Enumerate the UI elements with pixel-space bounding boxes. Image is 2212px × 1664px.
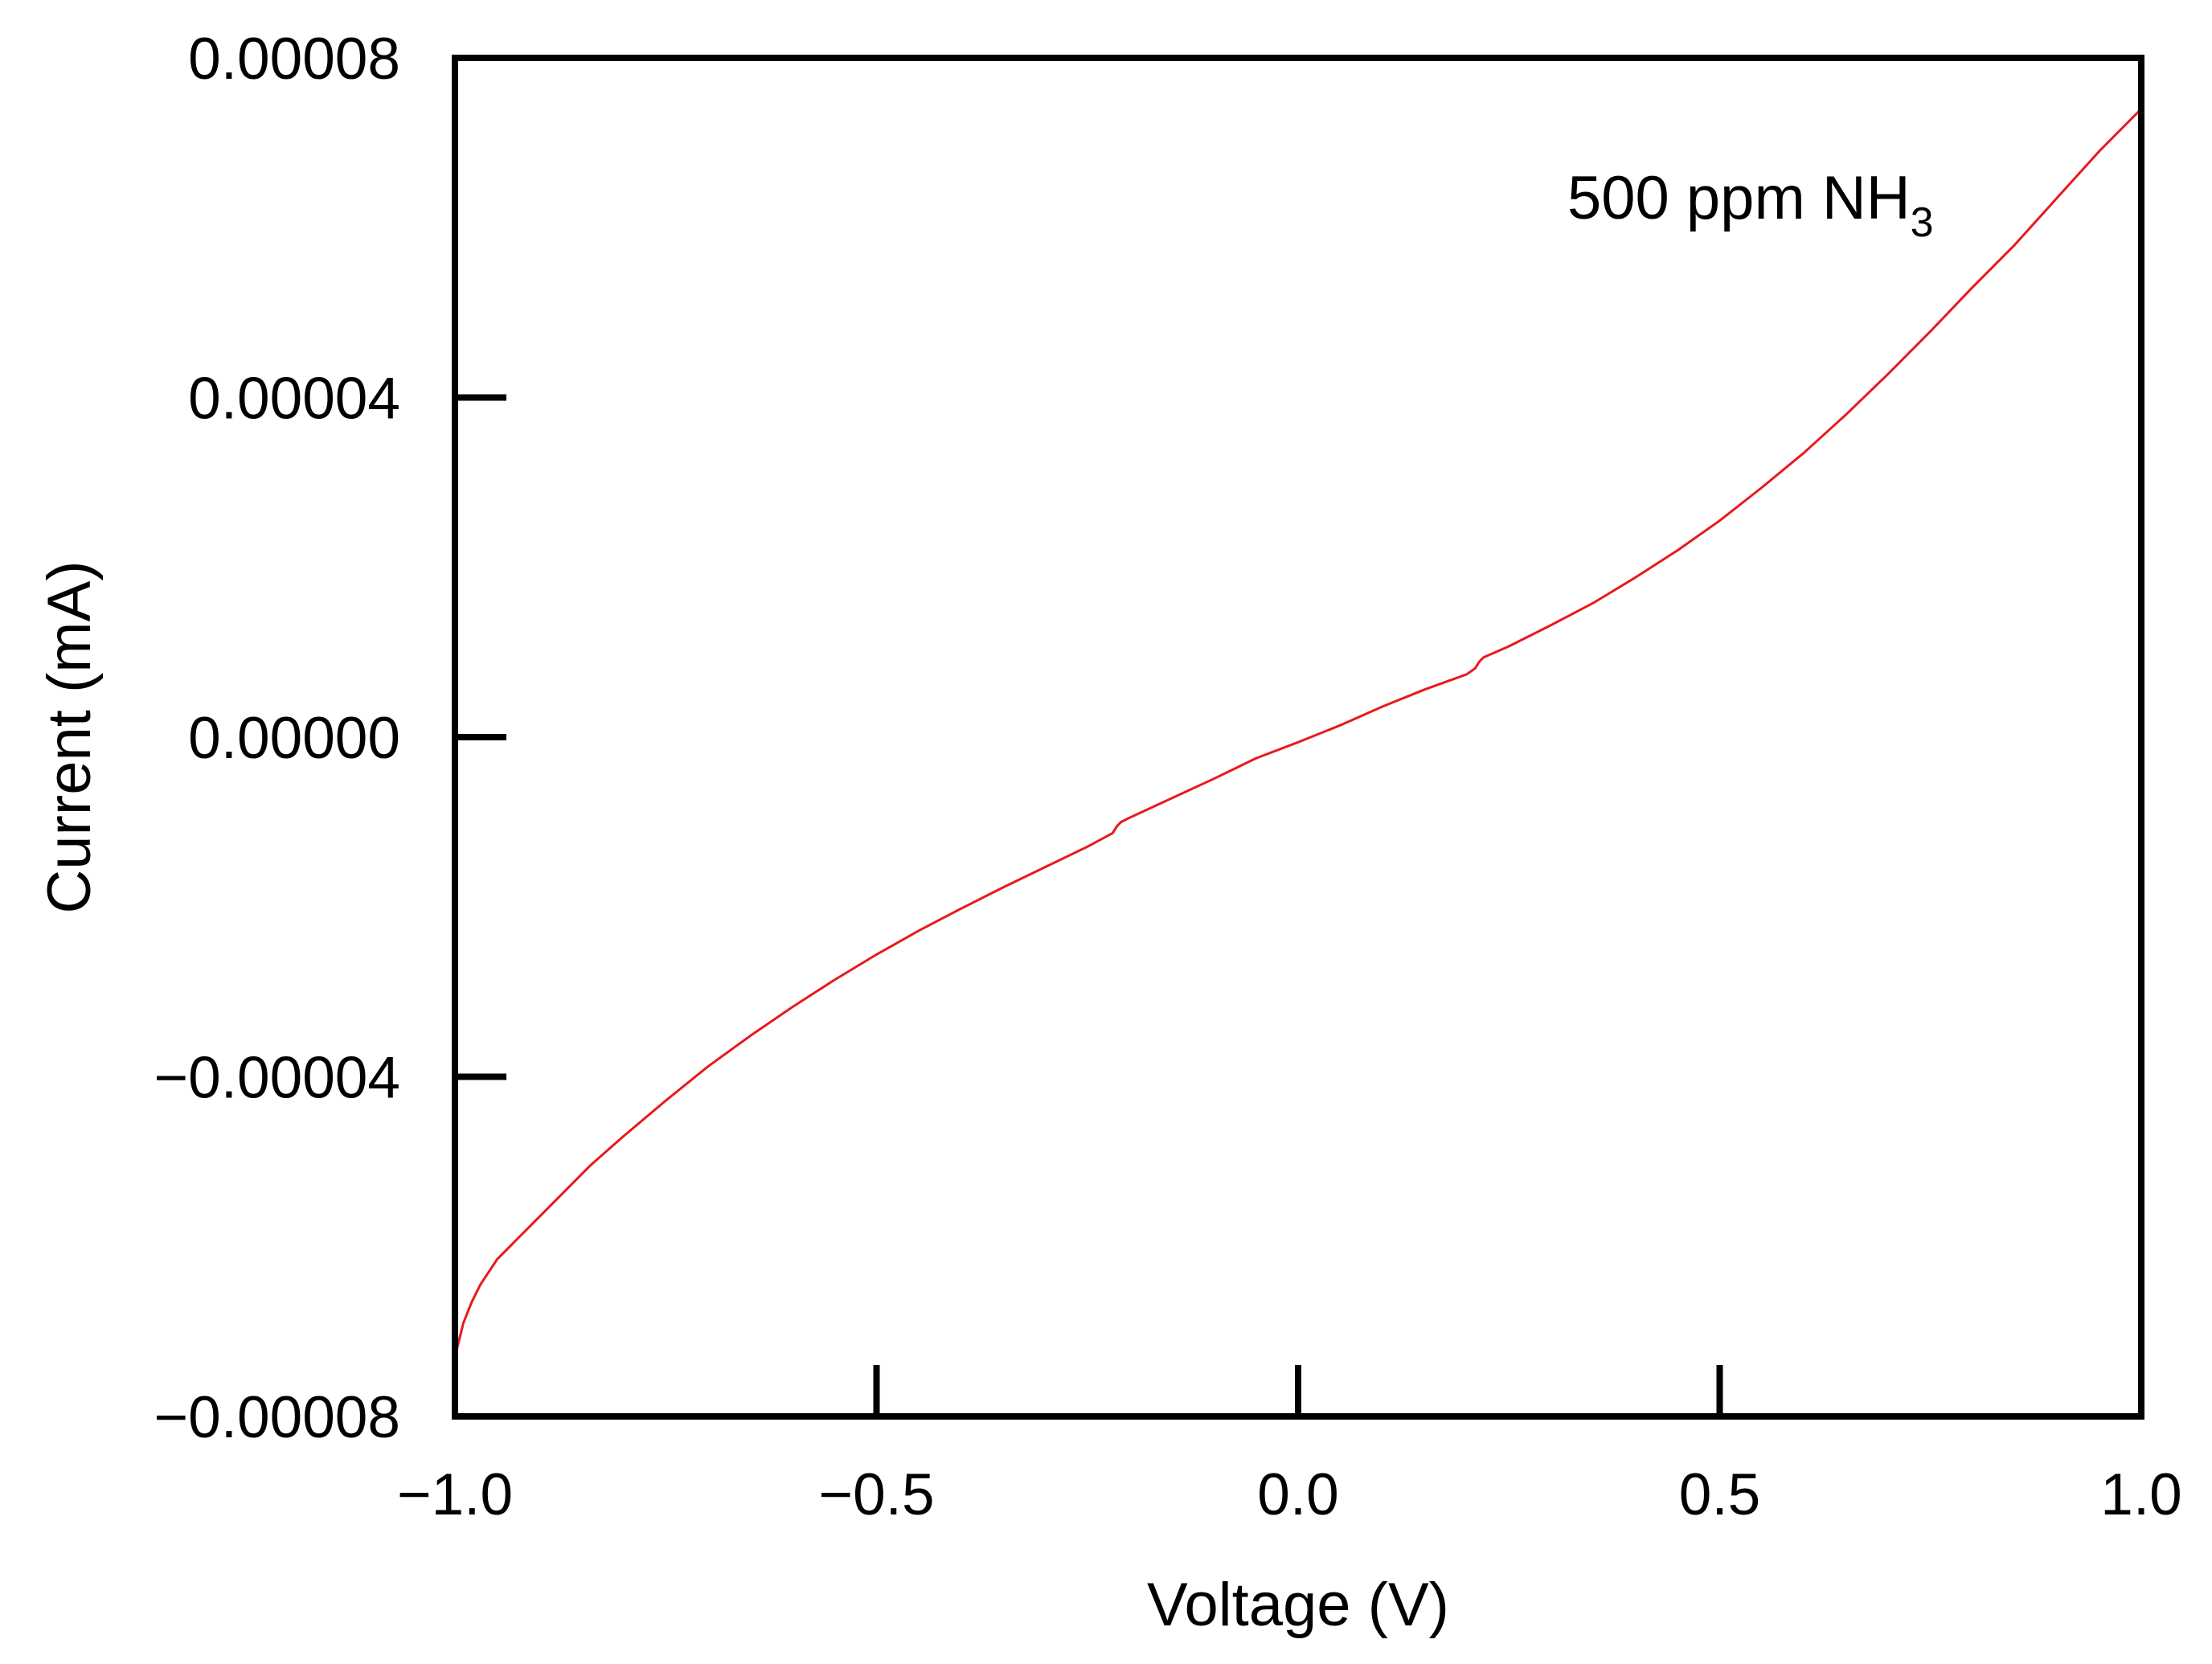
y-tick-label: −0.00008 <box>154 1385 400 1450</box>
axis-ticks <box>452 55 2144 1420</box>
y-tick-label: 0.00004 <box>188 367 400 432</box>
y-tick-label: 0.00000 <box>188 706 400 771</box>
annotation-main: 500 ppm NH <box>1567 164 1911 232</box>
plot-frame <box>452 55 2144 1420</box>
series-line <box>453 107 2143 1359</box>
y-tick-label: −0.00004 <box>154 1046 400 1111</box>
x-tick-label: 0.5 <box>1679 1462 1760 1527</box>
y-tick-label: 0.00008 <box>188 27 400 92</box>
series-layer <box>453 107 2143 1359</box>
x-tick-label: 0.0 <box>1257 1462 1338 1527</box>
annotation-subscript: 3 <box>1911 199 1934 246</box>
x-axis-label: Voltage (V) <box>1147 1571 1449 1639</box>
tick-labels: −1.0 −0.5 0.0 0.5 1.0 −0.00008 −0.00004 0.00000… <box>154 27 2181 1527</box>
x-tick-label: −1.0 <box>397 1462 513 1527</box>
y-axis-label: Current (mA) <box>35 560 104 913</box>
x-tick-label: 1.0 <box>2100 1462 2181 1527</box>
x-tick-label: −0.5 <box>818 1462 934 1527</box>
gas-annotation: 500 ppm NH3 <box>1567 164 1934 246</box>
